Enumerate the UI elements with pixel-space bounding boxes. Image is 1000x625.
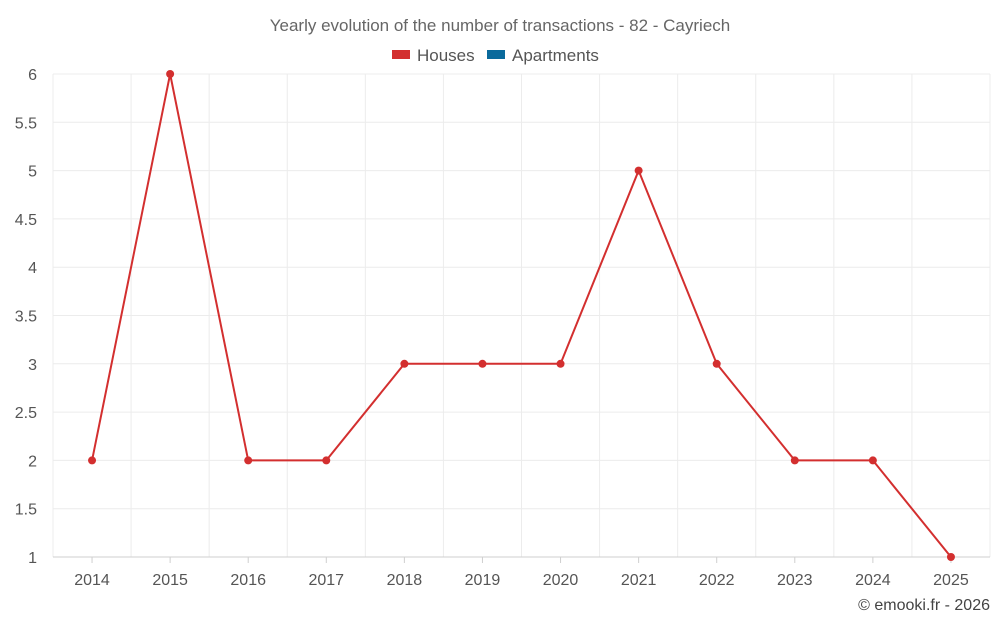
x-tick-label: 2018 (387, 572, 423, 589)
data-point-houses-2023[interactable] (790, 456, 799, 465)
y-tick-label: 3 (28, 357, 37, 374)
data-point-houses-2022[interactable] (712, 359, 721, 368)
data-point-houses-2014[interactable] (88, 456, 97, 465)
data-point-houses-2017[interactable] (322, 456, 331, 465)
x-tick-label: 2022 (699, 572, 735, 589)
x-tick-label: 2021 (621, 572, 657, 589)
x-tick-label: 2016 (230, 572, 266, 589)
series-line-houses (91, 73, 952, 558)
series-houses (88, 70, 955, 561)
y-tick-label: 2.5 (15, 405, 37, 422)
data-point-houses-2018[interactable] (400, 359, 409, 368)
y-tick-label: 5.5 (15, 115, 37, 132)
x-tick-label: 2023 (777, 572, 813, 589)
data-point-houses-2016[interactable] (244, 456, 253, 465)
y-tick-label: 4 (28, 260, 37, 277)
legend-swatch-apartments[interactable] (487, 50, 505, 59)
data-point-houses-2021[interactable] (634, 166, 643, 175)
y-tick-label: 1 (28, 550, 37, 567)
x-tick-label: 2015 (152, 572, 188, 589)
y-tick-label: 6 (28, 67, 37, 84)
credit-text: © emooki.fr - 2026 (858, 597, 990, 614)
y-axis: 1 1.5 2 2.5 3 3.5 4 4.5 5 5.5 6 (15, 67, 37, 567)
chart-title: Yearly evolution of the number of transa… (270, 16, 731, 35)
y-tick-label: 5 (28, 164, 37, 181)
grid (52, 73, 991, 558)
x-tick-label: 2014 (74, 572, 110, 589)
x-tick-label: 2025 (933, 572, 969, 589)
legend-label-apartments[interactable]: Apartments (512, 46, 599, 65)
data-point-houses-2025[interactable] (946, 553, 955, 561)
legend-swatch-houses[interactable] (392, 50, 410, 59)
x-axis: 2014 2015 2016 2017 2018 2019 2020 2021 2022 2023… (53, 556, 990, 589)
y-tick-label: 1.5 (15, 502, 37, 519)
y-tick-label: 4.5 (15, 212, 37, 229)
x-tick-label: 2017 (308, 572, 344, 589)
y-tick-label: 3.5 (15, 309, 37, 326)
data-point-houses-2019[interactable] (478, 359, 487, 368)
data-point-houses-2015[interactable] (166, 70, 175, 78)
legend: Houses Apartments (392, 46, 599, 65)
x-tick-label: 2024 (855, 572, 891, 589)
legend-label-houses[interactable]: Houses (417, 46, 475, 65)
data-point-houses-2024[interactable] (868, 456, 877, 465)
x-tick-label: 2020 (543, 572, 579, 589)
y-tick-label: 2 (28, 453, 37, 470)
data-point-houses-2020[interactable] (556, 359, 565, 368)
x-tick-label: 2019 (465, 572, 501, 589)
